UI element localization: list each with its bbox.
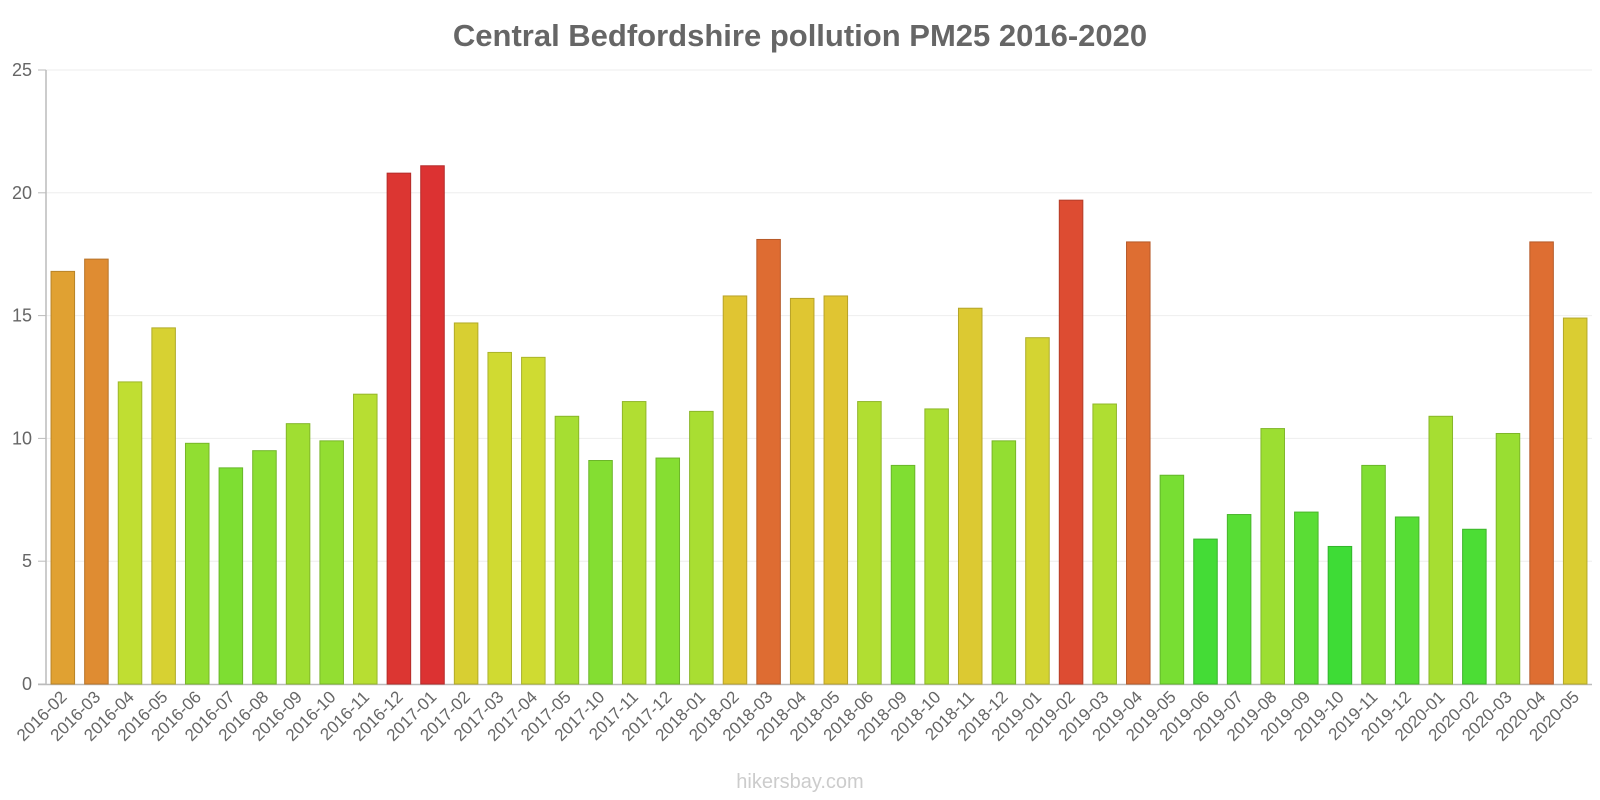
- bar-2016-04[interactable]: [117, 381, 143, 685]
- bar-2018-10[interactable]: [924, 408, 949, 685]
- bar-2019-08[interactable]: [1260, 428, 1285, 685]
- chart-title: Central Bedfordshire pollution PM25 2016…: [453, 18, 1147, 53]
- bar-2017-03[interactable]: [487, 351, 512, 685]
- y-tick-label: 0: [22, 674, 32, 694]
- bar-2018-01[interactable]: [689, 410, 714, 685]
- bar-2019-12[interactable]: [1394, 516, 1420, 685]
- bar-2017-11[interactable]: [621, 401, 647, 685]
- bar-2016-09[interactable]: [285, 423, 311, 685]
- bar-2018-05[interactable]: [823, 295, 849, 685]
- bar-2019-03[interactable]: [1092, 403, 1117, 685]
- y-tick-label: 15: [12, 306, 32, 326]
- bar-2016-12[interactable]: [386, 172, 412, 685]
- bar-2019-04[interactable]: [1126, 241, 1151, 685]
- bar-2019-06[interactable]: [1193, 538, 1218, 685]
- bar-2019-05[interactable]: [1159, 474, 1185, 685]
- bar-2017-10[interactable]: [588, 460, 613, 685]
- bar-2019-02[interactable]: [1058, 199, 1084, 685]
- bar-2016-03[interactable]: [84, 258, 109, 685]
- bar-2018-03[interactable]: [756, 238, 781, 685]
- bar-2017-04[interactable]: [521, 356, 546, 685]
- bar-2020-04[interactable]: [1529, 241, 1554, 685]
- bar-2020-02[interactable]: [1462, 528, 1487, 685]
- bar-2017-05[interactable]: [554, 415, 580, 685]
- x-axis-ticks: 2016-022016-032016-042016-052016-062016-…: [13, 687, 1583, 745]
- bar-2018-02[interactable]: [722, 295, 748, 685]
- bars: [50, 165, 1588, 685]
- bar-2016-08[interactable]: [252, 450, 277, 685]
- bar-2018-09[interactable]: [890, 464, 916, 685]
- bar-2019-09[interactable]: [1294, 511, 1319, 685]
- bar-2016-10[interactable]: [319, 440, 344, 685]
- bar-2016-11[interactable]: [353, 393, 378, 685]
- y-tick-label: 10: [12, 428, 32, 448]
- bar-2018-04[interactable]: [789, 297, 815, 685]
- bar-2016-02[interactable]: [50, 270, 76, 685]
- bar-2018-11[interactable]: [957, 307, 983, 685]
- bar-2016-07[interactable]: [218, 467, 244, 685]
- bar-2017-02[interactable]: [453, 322, 479, 685]
- y-tick-label: 20: [12, 183, 32, 203]
- bar-2019-01[interactable]: [1025, 337, 1050, 685]
- bar-2016-06[interactable]: [184, 442, 210, 685]
- bar-2019-11[interactable]: [1361, 464, 1386, 685]
- bar-2019-07[interactable]: [1226, 514, 1252, 685]
- bar-2020-01[interactable]: [1428, 415, 1454, 685]
- bar-2017-12[interactable]: [655, 457, 681, 685]
- grid-lines: [46, 69, 1592, 562]
- bar-2019-10[interactable]: [1327, 545, 1353, 685]
- bar-2020-03[interactable]: [1495, 432, 1521, 685]
- bar-2016-05[interactable]: [151, 327, 176, 685]
- y-tick-label: 25: [12, 60, 32, 80]
- watermark: hikersbay.com: [736, 771, 863, 793]
- bar-2020-05[interactable]: [1562, 317, 1588, 685]
- bar-2018-12[interactable]: [991, 440, 1017, 685]
- y-axis-ticks: 0 5 10 15 20 25: [12, 60, 46, 694]
- y-tick-label: 5: [22, 551, 32, 571]
- bar-2018-06[interactable]: [857, 401, 882, 685]
- bar-2017-01[interactable]: [420, 165, 445, 685]
